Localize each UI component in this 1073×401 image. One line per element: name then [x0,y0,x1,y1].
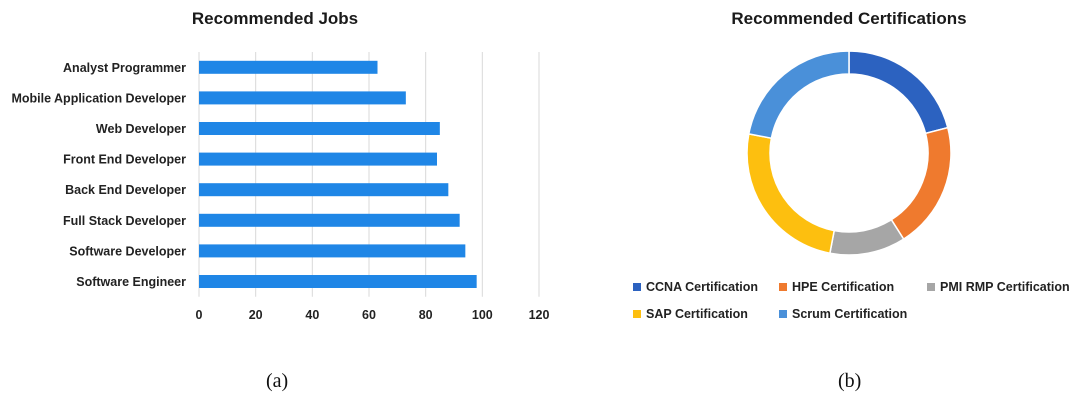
donut-slice [848,50,949,135]
category-label: Web Developer [96,122,186,136]
legend-label: Scrum Certification [792,307,908,321]
legend-swatch [927,283,935,291]
donut-slice [746,133,836,255]
donut-slice [829,218,905,256]
donut-slice [747,50,850,140]
legend-item: HPE Certification [779,280,894,294]
legend-swatch [633,310,641,318]
x-tick-label: 40 [305,308,319,322]
x-tick-label: 20 [249,308,263,322]
legend-item: SAP Certification [633,307,748,321]
bar [199,122,440,135]
legend-item: Scrum Certification [779,307,907,321]
bar [199,213,460,227]
legend-label: CCNA Certification [646,280,759,294]
category-label: Mobile Application Developer [11,91,186,105]
legend-label: PMI RMP Certification [940,280,1070,294]
legend-swatch [633,283,641,291]
certifications-chart-title: Recommended Certifications [731,9,966,28]
jobs-category-labels: Analyst Programmer Mobile Application Dev… [11,61,186,289]
legend-swatch [779,310,787,318]
category-label: Analyst Programmer [63,61,186,75]
certifications-donut [746,50,952,256]
x-tick-label: 80 [419,308,433,322]
legend-item: CCNA Certification [633,280,758,294]
jobs-chart-title: Recommended Jobs [192,9,358,28]
category-label: Software Engineer [76,275,186,289]
category-label: Front End Developer [63,153,186,167]
bar [199,244,466,258]
category-label: Full Stack Developer [63,214,186,228]
legend-label: HPE Certification [792,280,895,294]
bar [199,152,437,166]
category-label: Software Developer [69,244,186,258]
jobs-bars [199,60,477,288]
panel-label-a: (a) [266,370,289,392]
bar [199,60,378,74]
x-tick-label: 60 [362,308,376,322]
x-tick-label: 120 [529,308,550,322]
jobs-gridlines [198,52,540,297]
bar [199,183,449,197]
bar [199,91,406,105]
x-tick-label: 0 [196,308,203,322]
legend-label: SAP Certification [646,307,748,321]
category-label: Back End Developer [65,183,186,197]
jobs-x-tick-labels: 0 20 40 60 80 100 120 [196,308,550,322]
legend-swatch [779,283,787,291]
donut-slice [890,126,952,241]
bar [199,275,477,288]
panel-label-b: (b) [838,370,862,392]
x-tick-label: 100 [472,308,493,322]
legend-item: PMI RMP Certification [927,280,1070,294]
